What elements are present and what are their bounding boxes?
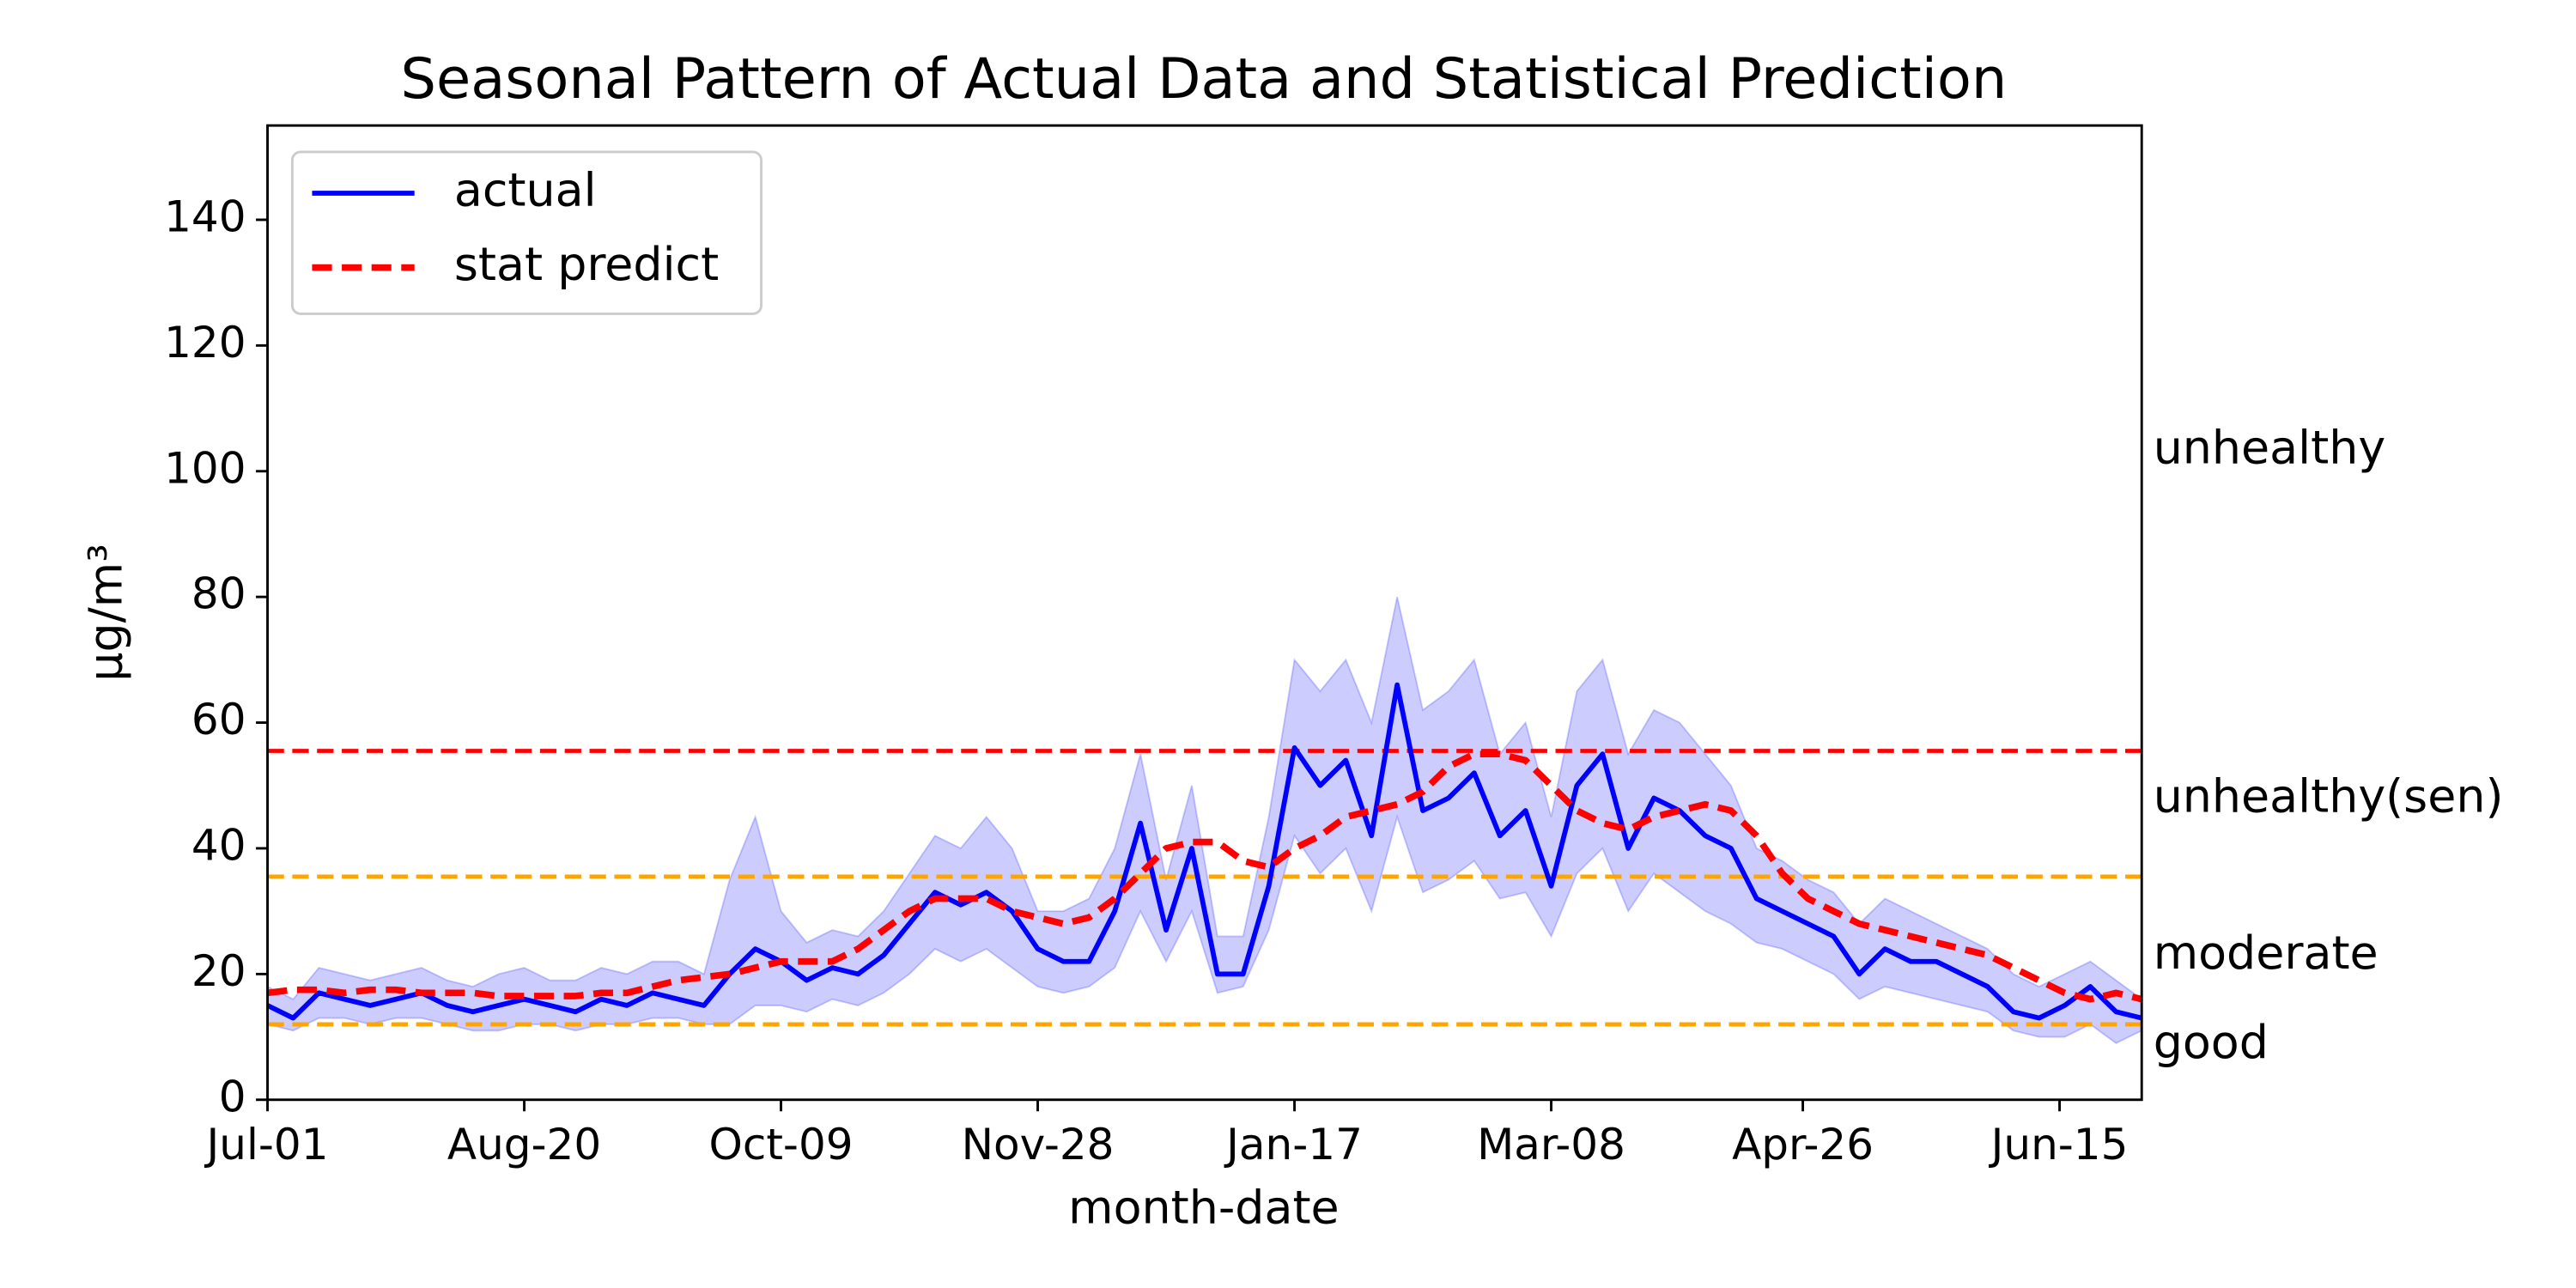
x-tick-label: Jan-17 xyxy=(1224,1120,1363,1170)
legend-label: actual xyxy=(454,163,597,217)
y-tick-label: 120 xyxy=(164,318,246,368)
x-tick-label: Oct-09 xyxy=(708,1120,853,1170)
y-tick-label: 80 xyxy=(191,569,246,619)
y-tick-label: 20 xyxy=(191,946,246,996)
plot-area xyxy=(267,596,2142,1045)
x-axis-label: month-date xyxy=(1068,1180,1340,1234)
chart-title: Seasonal Pattern of Actual Data and Stat… xyxy=(400,46,2007,112)
level-label: moderate xyxy=(2154,926,2379,980)
x-tick-label: Aug-20 xyxy=(447,1120,601,1170)
x-tick-label: Jul-01 xyxy=(204,1120,329,1170)
x-tick-label: Nov-28 xyxy=(962,1120,1115,1170)
series-line xyxy=(267,682,2142,1021)
y-tick-label: 140 xyxy=(164,191,246,241)
y-tick-label: 100 xyxy=(164,443,246,493)
series-line xyxy=(267,750,2142,1003)
x-tick-label: Jun-15 xyxy=(1989,1120,2129,1170)
y-tick-label: 40 xyxy=(191,820,246,870)
x-tick-label: Apr-26 xyxy=(1732,1120,1874,1170)
x-tick-label: Mar-08 xyxy=(1477,1120,1625,1170)
plot-frame xyxy=(266,124,2143,1102)
level-label: unhealthy(sen) xyxy=(2154,769,2504,823)
y-axis-label: μg/m³ xyxy=(79,544,133,682)
y-tick-label: 60 xyxy=(191,695,246,744)
legend-label: stat predict xyxy=(454,237,719,291)
level-label: good xyxy=(2154,1015,2269,1069)
level-label: unhealthy xyxy=(2154,421,2385,475)
y-tick-label: 0 xyxy=(219,1072,246,1121)
confidence-band xyxy=(267,596,2142,1045)
